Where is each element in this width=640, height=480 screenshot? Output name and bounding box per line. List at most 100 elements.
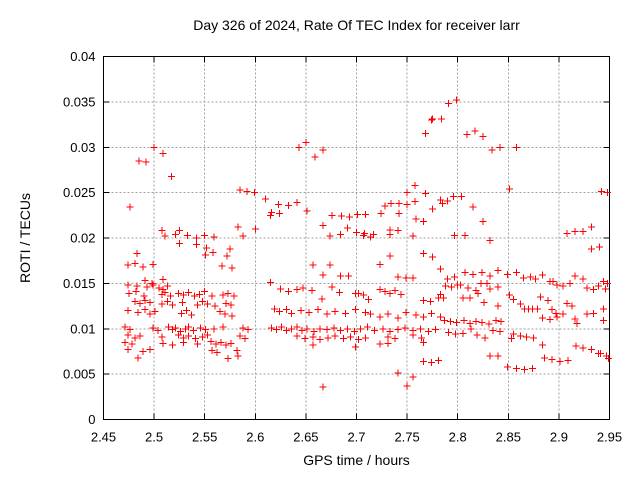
- data-point: [485, 320, 493, 328]
- data-point: [336, 327, 344, 335]
- data-point: [239, 232, 247, 240]
- data-point: [250, 189, 258, 197]
- data-point: [463, 131, 471, 139]
- data-point: [419, 297, 427, 305]
- data-point: [158, 290, 166, 298]
- data-point: [427, 309, 435, 317]
- data-point: [141, 297, 149, 305]
- data-point: [131, 259, 139, 267]
- data-point: [403, 382, 411, 390]
- data-point: [571, 315, 579, 323]
- data-point: [409, 373, 417, 381]
- data-point: [183, 231, 191, 239]
- x-tick-label: 2.9: [550, 430, 568, 445]
- data-point: [539, 341, 547, 349]
- data-point: [149, 260, 157, 268]
- data-point: [519, 274, 527, 282]
- data-point: [305, 308, 313, 316]
- data-point: [311, 153, 319, 161]
- data-point: [323, 310, 331, 318]
- data-point: [553, 313, 561, 321]
- data-point: [204, 331, 212, 339]
- data-point: [239, 324, 247, 332]
- data-point: [552, 309, 560, 317]
- data-point: [417, 334, 425, 342]
- data-point: [549, 278, 557, 286]
- data-point: [599, 317, 607, 325]
- data-point: [293, 323, 301, 331]
- data-point: [436, 290, 444, 298]
- data-point: [163, 298, 171, 306]
- data-point: [146, 298, 154, 306]
- data-point: [158, 300, 166, 308]
- data-point: [587, 223, 595, 231]
- data-point: [293, 199, 301, 207]
- data-point: [601, 285, 609, 293]
- data-point: [132, 288, 140, 296]
- data-point: [150, 143, 158, 151]
- data-point: [367, 310, 375, 318]
- data-point: [494, 302, 502, 310]
- data-point: [124, 307, 132, 315]
- data-point: [486, 272, 494, 280]
- data-point: [473, 331, 481, 339]
- data-point: [478, 268, 486, 276]
- data-point: [155, 284, 163, 292]
- data-point: [494, 283, 502, 291]
- data-point: [394, 326, 402, 334]
- data-point: [401, 324, 409, 332]
- data-point: [402, 308, 410, 316]
- data-point: [486, 237, 494, 245]
- data-point: [323, 326, 331, 334]
- data-point: [203, 244, 211, 252]
- data-point: [310, 327, 318, 335]
- x-tick-label: 2.7: [347, 430, 365, 445]
- data-point: [131, 334, 139, 342]
- data-point: [451, 231, 459, 239]
- data-point: [442, 282, 450, 290]
- data-point: [213, 348, 221, 356]
- data-point: [181, 325, 189, 333]
- data-point: [387, 200, 395, 208]
- data-point: [365, 296, 373, 304]
- data-point: [222, 299, 230, 307]
- data-point: [509, 330, 517, 338]
- data-point: [523, 333, 531, 341]
- data-point: [278, 323, 286, 331]
- data-point: [121, 323, 129, 331]
- data-point: [243, 188, 251, 196]
- data-point: [458, 192, 466, 200]
- data-point: [142, 158, 150, 166]
- data-point: [128, 340, 136, 348]
- data-point: [141, 277, 149, 285]
- y-tick-label: 0.025: [63, 185, 96, 200]
- data-point: [301, 335, 309, 343]
- data-point: [179, 338, 187, 346]
- data-point: [534, 305, 542, 313]
- data-point: [391, 335, 399, 343]
- data-point: [277, 285, 285, 293]
- data-point: [394, 227, 402, 235]
- data-point: [133, 249, 141, 257]
- data-point: [236, 186, 244, 194]
- data-point: [224, 289, 232, 297]
- data-point: [371, 327, 379, 335]
- data-point: [228, 312, 236, 320]
- data-point: [568, 302, 576, 310]
- y-tick-label: 0.035: [63, 94, 96, 109]
- data-point: [149, 281, 157, 289]
- data-point: [146, 310, 154, 318]
- data-point: [309, 261, 317, 269]
- data-point: [479, 132, 487, 140]
- data-point: [241, 335, 249, 343]
- data-point: [234, 223, 242, 231]
- data-point: [416, 325, 424, 333]
- data-point: [394, 314, 402, 322]
- data-point: [336, 272, 344, 280]
- data-point: [331, 332, 339, 340]
- data-point: [409, 331, 417, 339]
- data-point: [191, 292, 199, 300]
- data-point: [303, 325, 311, 333]
- data-point: [319, 221, 327, 229]
